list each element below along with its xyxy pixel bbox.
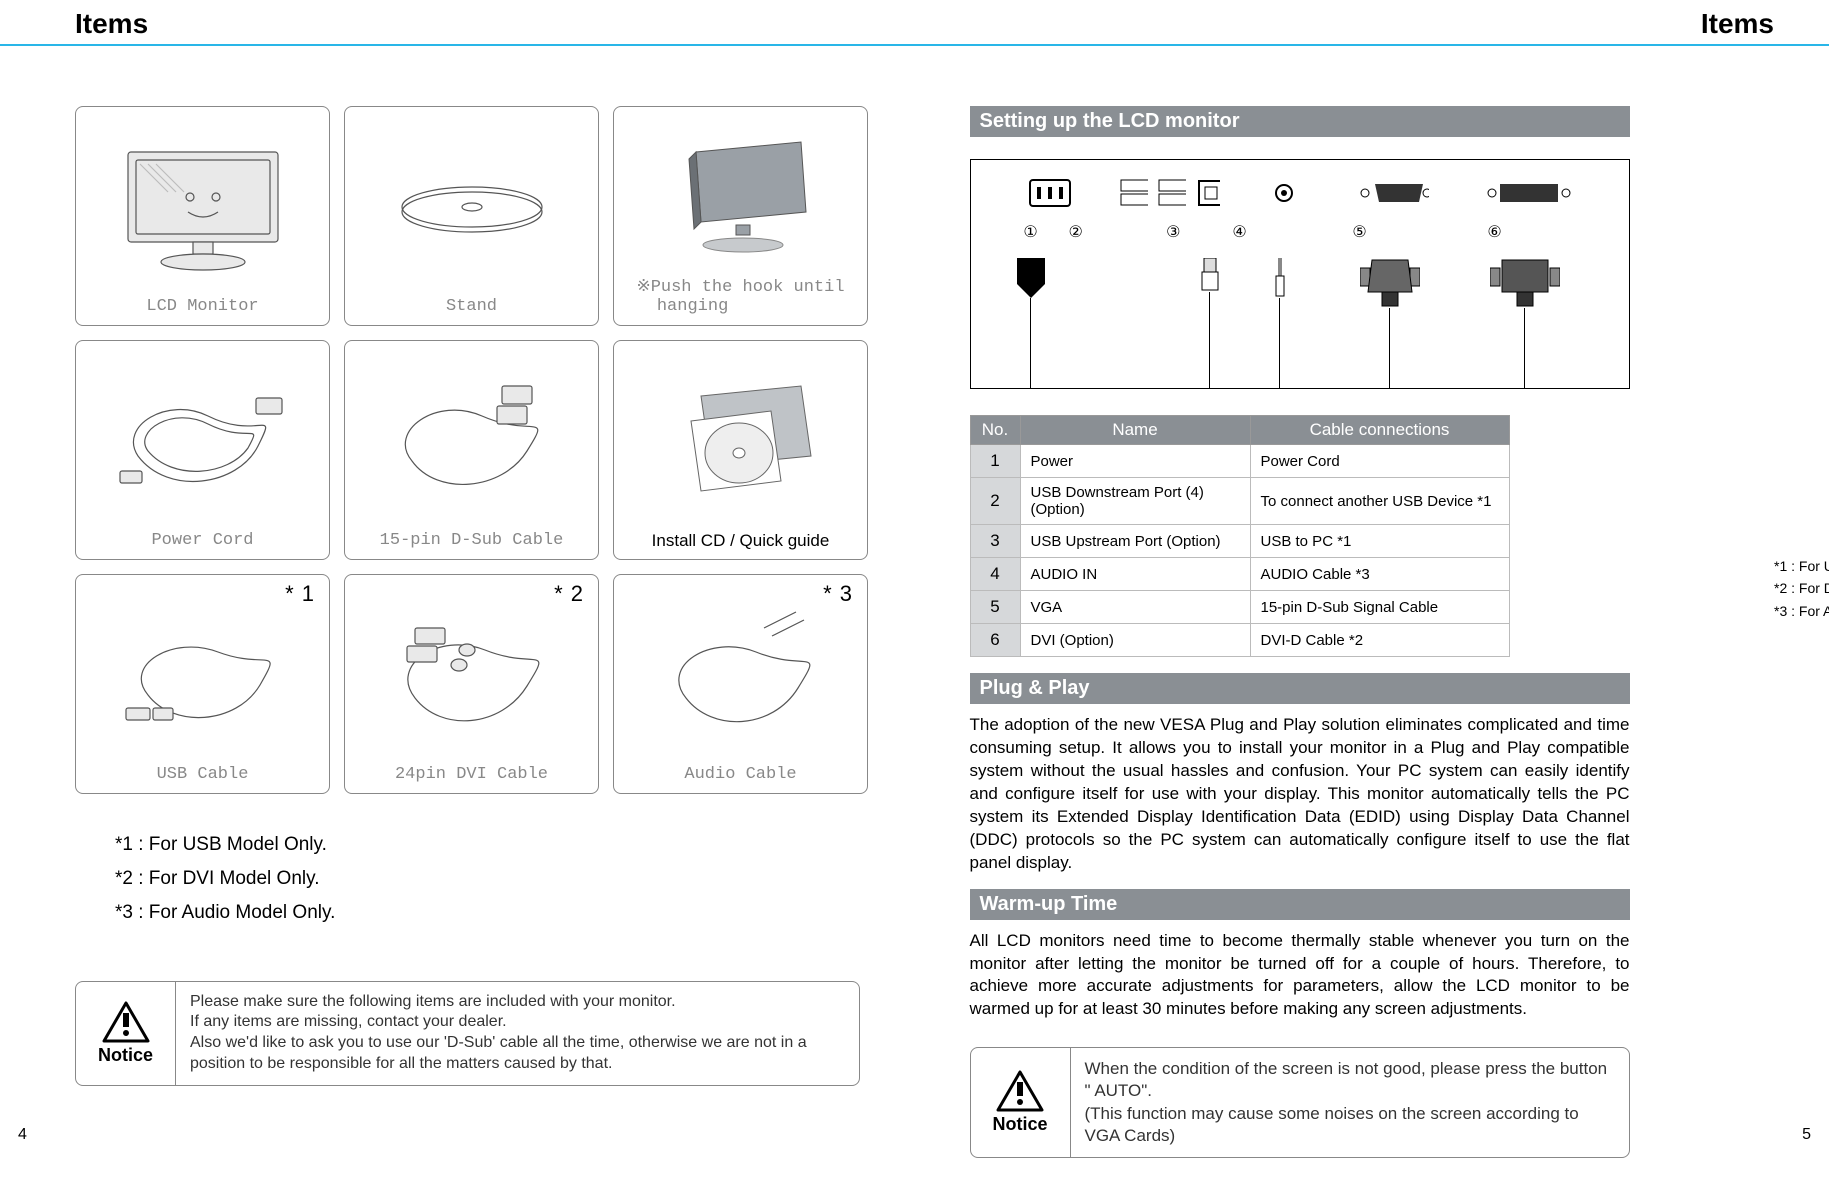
item-label: Audio Cable (684, 765, 796, 785)
port-num: ② (1061, 222, 1125, 242)
hanging-monitor-icon (620, 117, 861, 278)
page-number-left: 4 (18, 1126, 27, 1144)
item-label: 24pin DVI Cable (395, 765, 548, 785)
item-lcd-monitor: LCD Monitor (75, 106, 330, 326)
header-left: Items (75, 8, 148, 40)
star-badge: * 2 (554, 581, 584, 607)
footnote: *2 : For DVI Model Only. (115, 862, 860, 896)
side-footnote: *2 : For DVI Model Only. (1774, 577, 1829, 599)
table-row: 3USB Upstream Port (Option)USB to PC *1 (970, 525, 1509, 558)
warning-icon (996, 1070, 1044, 1112)
audio-cable-icon (620, 585, 861, 765)
notice-icon-cell: Notice (76, 982, 176, 1085)
dvi-plug-icon (1455, 258, 1595, 388)
table-row: 6DVI (Option)DVI-D Cable *2 (970, 624, 1509, 657)
section-title-plugplay: Plug & Play (970, 673, 1630, 704)
port-shapes-row (971, 178, 1629, 208)
vga-port-icon (1349, 178, 1439, 208)
page-right: Setting up the LCD monitor (915, 46, 1829, 1156)
port-num: ④ (1185, 222, 1295, 242)
page-number-right: 5 (1802, 1126, 1811, 1144)
header-right: Items (1701, 8, 1774, 40)
footnotes: *1 : For USB Model Only. *2 : For DVI Mo… (75, 828, 860, 931)
side-footnotes: *1 : For USB Model Only. *2 : For DVI Mo… (1774, 555, 1829, 622)
port-num: ⑤ (1295, 222, 1425, 242)
notice-box: Notice Please make sure the following it… (75, 981, 860, 1086)
port-diagram: ① ② ③ ④ ⑤ ⑥ (970, 159, 1630, 389)
port-num: ⑥ (1425, 222, 1565, 242)
star-badge: * 1 (285, 581, 315, 607)
cd-quickguide-icon (620, 351, 861, 531)
star-badge: * 3 (823, 581, 853, 607)
item-label: ※Push the hook until hanging (636, 278, 844, 317)
notice-text: When the condition of the screen is not … (1071, 1048, 1629, 1156)
item-dsub-cable: 15-pin D-Sub Cable (344, 340, 599, 560)
section-title-setup: Setting up the LCD monitor (970, 106, 1630, 137)
notice-label: Notice (98, 1045, 153, 1066)
port-num: ③ (1125, 222, 1185, 242)
notice-icon-cell: Notice (971, 1048, 1071, 1156)
item-power-cord: Power Cord (75, 340, 330, 560)
usb-plug-icon (1185, 258, 1235, 388)
item-label: LCD Monitor (146, 297, 258, 317)
th-no: No. (970, 416, 1020, 445)
pages: LCD Monitor Stand (0, 46, 1829, 1156)
item-usb-cable: * 1 USB Cable (75, 574, 330, 794)
dsub-cable-icon (351, 351, 592, 531)
usb-ports-icon (1120, 178, 1220, 208)
section-title-warmup: Warm-up Time (970, 889, 1630, 920)
footnote: *1 : For USB Model Only. (115, 828, 860, 862)
item-label: Install CD / Quick guide (652, 531, 830, 551)
warmup-body: All LCD monitors need time to become the… (970, 930, 1630, 1022)
item-label: 15-pin D-Sub Cable (380, 531, 564, 551)
side-footnote: *3 : For Audio Model Only. (1774, 600, 1829, 622)
page-header: Items Items (0, 0, 1829, 44)
notice-label: Notice (992, 1114, 1047, 1135)
notice-text: Please make sure the following items are… (176, 982, 859, 1085)
cable-row (971, 258, 1629, 388)
port-numbers-row: ① ② ③ ④ ⑤ ⑥ (971, 222, 1629, 242)
audio-jack-icon (1259, 178, 1309, 208)
lcd-monitor-icon (82, 117, 323, 297)
dvi-port-icon (1479, 178, 1579, 208)
power-cord-icon (82, 351, 323, 531)
stand-icon (351, 117, 592, 297)
table-row: 2USB Downstream Port (4) (Option)To conn… (970, 478, 1509, 525)
connection-table: No. Name Cable connections 1PowerPower C… (970, 415, 1510, 657)
plugplay-body: The adoption of the new VESA Plug and Pl… (970, 714, 1630, 875)
item-audio-cable: * 3 Audio Cable (613, 574, 868, 794)
port-num: ① (1001, 222, 1061, 242)
item-grid: LCD Monitor Stand (75, 106, 860, 794)
usb-cable-icon (82, 585, 323, 765)
item-label: Power Cord (151, 531, 253, 551)
side-footnote: *1 : For USB Model Only. (1774, 555, 1829, 577)
th-name: Name (1020, 416, 1250, 445)
table-row: 1PowerPower Cord (970, 445, 1509, 478)
table-row: 4AUDIO INAUDIO Cable *3 (970, 558, 1509, 591)
power-plug-icon (1001, 258, 1061, 388)
item-label: USB Cable (157, 765, 249, 785)
item-dvi-cable: * 2 24pin DVI Cable (344, 574, 599, 794)
item-mount: ※Push the hook until hanging (613, 106, 868, 326)
warning-icon (102, 1001, 150, 1043)
th-cable: Cable connections (1250, 416, 1509, 445)
vga-plug-icon (1325, 258, 1455, 388)
footnote: *3 : For Audio Model Only. (115, 896, 860, 930)
table-row: 5VGA15-pin D-Sub Signal Cable (970, 591, 1509, 624)
power-socket-icon (1020, 178, 1080, 208)
item-install-cd: Install CD / Quick guide (613, 340, 868, 560)
item-label: Stand (446, 297, 497, 317)
audio-plug-icon (1235, 258, 1325, 388)
dvi-cable-icon (351, 585, 592, 765)
page-left: LCD Monitor Stand (0, 46, 915, 1156)
notice-box-right: Notice When the condition of the screen … (970, 1047, 1630, 1157)
item-stand: Stand (344, 106, 599, 326)
